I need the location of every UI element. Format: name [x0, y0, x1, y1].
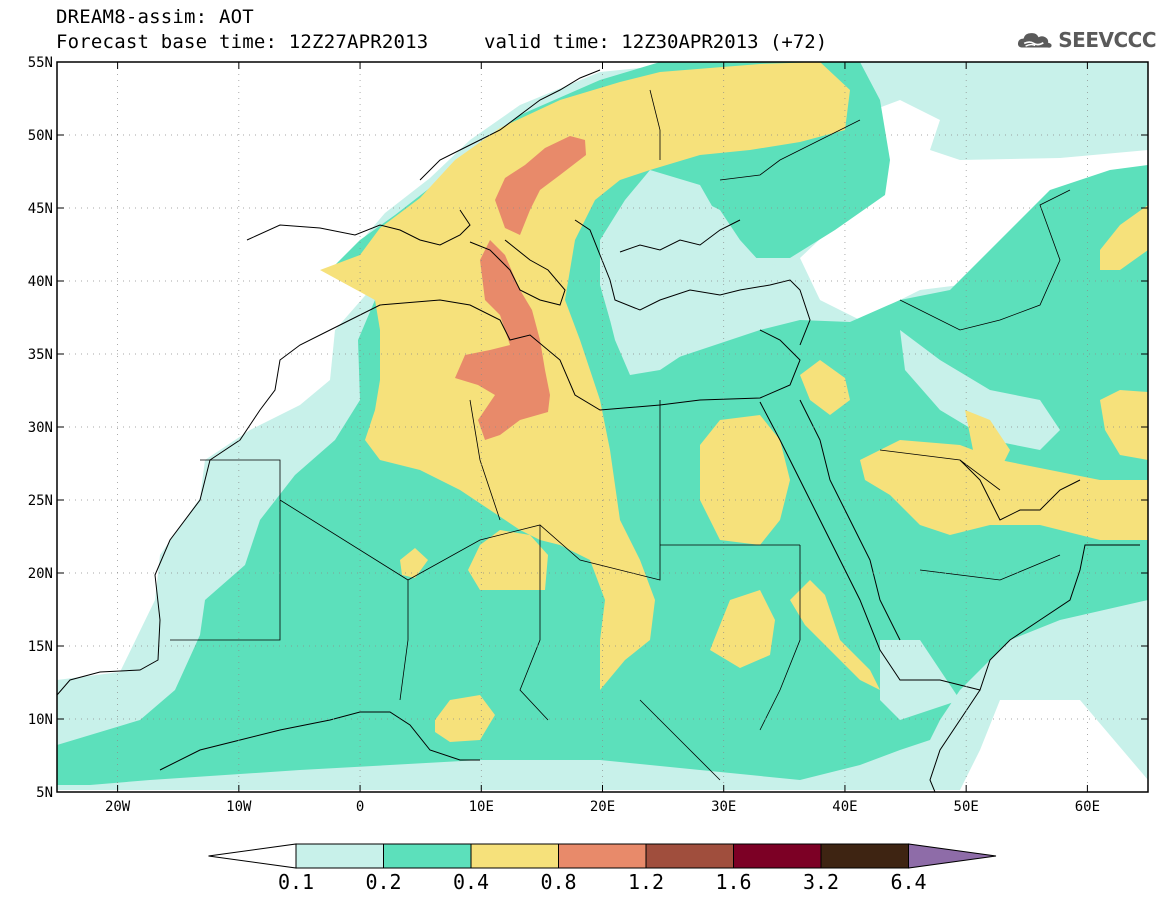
- aot-band-0.1-0.2-levant: [900, 330, 1060, 450]
- colorbar-label: 0.4: [453, 870, 489, 894]
- political-borders: [170, 89, 1071, 781]
- lat-tick-label: 30N: [28, 420, 53, 436]
- colorbar-label: 0.8: [540, 870, 576, 894]
- colorbar-segment: [470, 843, 559, 869]
- aot-band-0.8-1.2-italy-libya: [455, 240, 550, 440]
- lon-tick-label: 60E: [1075, 799, 1100, 815]
- map-title: DREAM8-assim: AOT: [56, 6, 254, 28]
- aot-band-0.4-0.8-chad: [468, 530, 548, 590]
- aot-band-0.4-0.8-gulf: [965, 410, 1010, 470]
- colorbar-segment: [733, 843, 822, 869]
- lon-tick-label: 20W: [105, 799, 131, 815]
- lon-tick-label: 30E: [711, 799, 736, 815]
- lon-tick-label: 10E: [469, 799, 494, 815]
- colorbar-label: 0.1: [278, 870, 314, 894]
- seevccc-logo: SEEVCCC: [1016, 22, 1156, 58]
- valid-time: valid time: 12Z30APR2013 (+72): [484, 31, 828, 53]
- colorbar-segment: [820, 843, 909, 869]
- lat-tick-label: 55N: [28, 55, 53, 71]
- aot-contour-fields: [57, 62, 1148, 792]
- aot-band-0.4-0.8-egypt: [700, 415, 790, 545]
- lat-tick-label: 20N: [28, 566, 53, 582]
- lat-tick-label: 40N: [28, 274, 53, 290]
- lon-tick-label: 40E: [832, 799, 857, 815]
- aot-band-0.4-0.8-sahel-west: [400, 548, 428, 578]
- aot-band-0.4-0.8-caspian: [1100, 205, 1148, 270]
- colorbar-label: 3.2: [803, 870, 839, 894]
- colorbar-label: 1.6: [715, 870, 751, 894]
- colorbar-label: 6.4: [890, 870, 926, 894]
- colorbar-segment: [295, 843, 384, 869]
- lon-tick-label: 50E: [954, 799, 979, 815]
- lon-tick-label: 0: [356, 799, 364, 815]
- coastlines: [57, 69, 1140, 792]
- colorbar-segment: [383, 843, 472, 869]
- colorbar-arrow-low: [208, 843, 297, 869]
- aot-band-0.4-0.8-central: [320, 62, 850, 690]
- lat-tick-label: 10N: [28, 712, 53, 728]
- colorbar-arrow-high: [908, 843, 997, 869]
- colorbar-label: 0.2: [365, 870, 401, 894]
- lat-tick-label: 35N: [28, 347, 53, 363]
- lon-tick-label: 10W: [226, 799, 252, 815]
- lon-tick-label: 20E: [590, 799, 615, 815]
- aot-band-0.1-0.2-east-med: [605, 195, 820, 375]
- lat-tick-label: 25N: [28, 493, 53, 509]
- colorbar-segment: [645, 843, 734, 869]
- aot-band-0.8-1.2-alps: [495, 136, 586, 235]
- aot-band-0.4-0.8-arabia: [860, 440, 1148, 540]
- cloud-logo-icon: [1017, 33, 1052, 48]
- aot-band-0.4-0.8-sinai: [800, 360, 850, 415]
- lat-tick-label: 5N: [36, 785, 53, 801]
- aot-colorbar: 0.1 0.2 0.4 0.8 1.2 1.6 3.2 6.4: [208, 843, 997, 894]
- logo-text: SEEVCCC: [1058, 28, 1156, 52]
- aot-band-0.4-0.8-nigeria: [435, 695, 495, 742]
- latitude-axis: 55N 50N 45N 40N 35N 30N 25N 20N 15N 10N 5N: [28, 55, 1148, 801]
- colorbar-segment: [558, 843, 647, 869]
- lat-tick-label: 15N: [28, 639, 53, 655]
- aot-band-0.4-0.8-sudan: [710, 590, 775, 668]
- aot-band-0.4-0.8-red-sea: [790, 580, 880, 690]
- longitude-axis: 20W 10W 0 10E 20E 30E 40E 50E 60E: [105, 62, 1100, 815]
- lat-tick-label: 45N: [28, 201, 53, 217]
- lat-tick-label: 50N: [28, 128, 53, 144]
- aot-band-0.4-0.8-iran: [1100, 390, 1148, 460]
- forecast-base-time: Forecast base time: 12Z27APR2013: [56, 31, 429, 53]
- colorbar-label: 1.2: [628, 870, 664, 894]
